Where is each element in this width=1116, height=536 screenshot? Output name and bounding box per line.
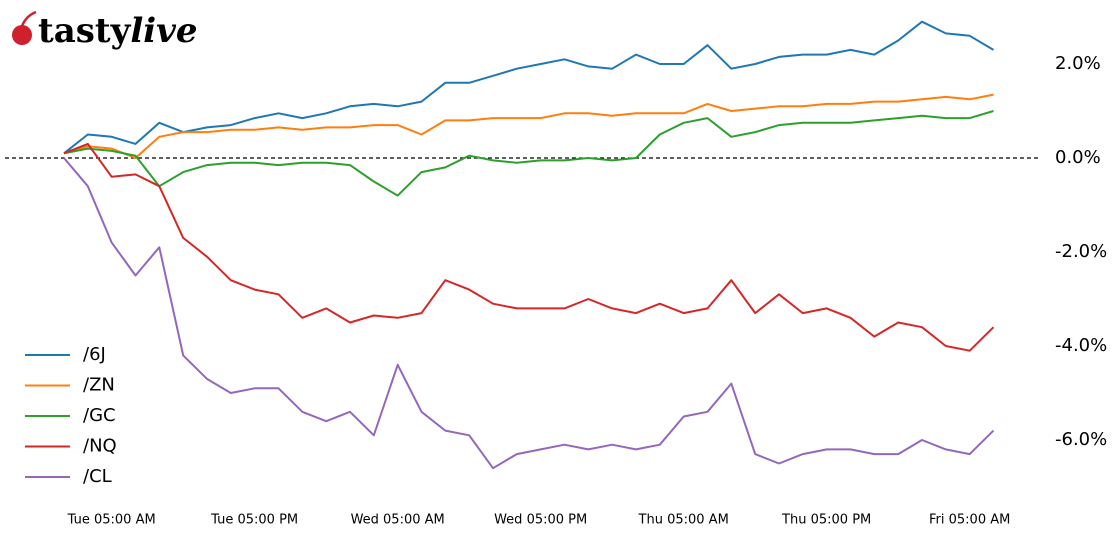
- logo-cherry: [12, 25, 32, 45]
- legend-label: /6J: [83, 344, 106, 365]
- brand-italic: live: [130, 11, 197, 51]
- x-tick-label: Tue 05:00 PM: [210, 513, 298, 528]
- series-line: [63, 110, 994, 197]
- series-line: [63, 142, 995, 352]
- x-tick-label: Wed 05:00 PM: [494, 513, 587, 528]
- logo-stem: [20, 10, 37, 27]
- y-tick-label: 0.0%: [1055, 147, 1101, 168]
- x-tick-label: Wed 05:00 AM: [351, 513, 445, 528]
- y-tick-label: -6.0%: [1055, 429, 1107, 450]
- series-line: [63, 93, 994, 159]
- y-tick-label: -2.0%: [1055, 241, 1107, 262]
- series-line: [63, 20, 995, 155]
- x-tick-label: Tue 05:00 AM: [67, 513, 156, 528]
- brand: tastylive: [38, 11, 198, 51]
- brand-bold: tasty: [38, 11, 132, 51]
- y-tick-label: -4.0%: [1055, 335, 1107, 356]
- legend-label: /NQ: [83, 436, 117, 457]
- legend-label: /CL: [83, 466, 112, 487]
- legend-label: /ZN: [83, 375, 115, 396]
- legend-label: /GC: [83, 405, 116, 426]
- y-tick-label: 2.0%: [1055, 53, 1101, 74]
- series-line: [63, 157, 995, 470]
- x-tick-label: Fri 05:00 AM: [929, 513, 1010, 528]
- x-tick-label: Thu 05:00 AM: [638, 513, 729, 528]
- logo: tastylive: [12, 10, 198, 51]
- x-tick-label: Thu 05:00 PM: [781, 513, 871, 528]
